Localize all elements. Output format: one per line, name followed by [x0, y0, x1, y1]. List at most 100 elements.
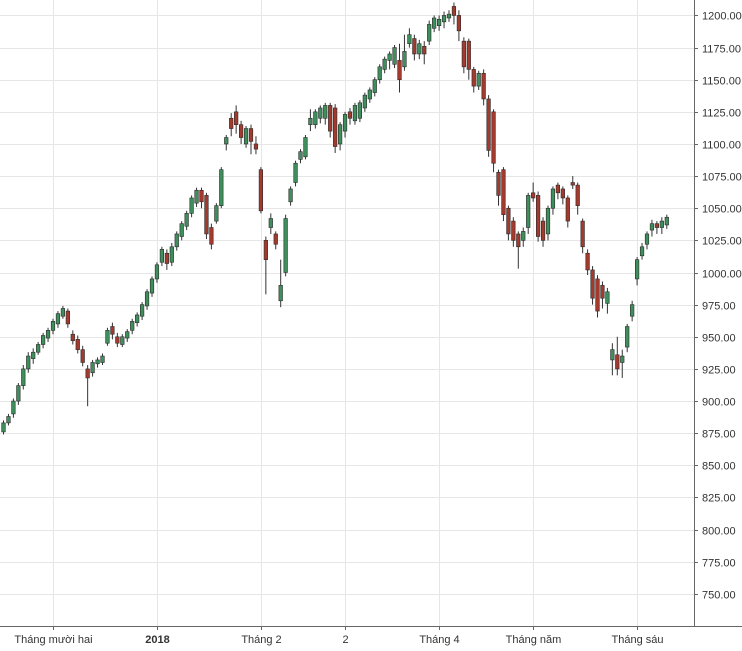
y-tick-label: 1175.00: [702, 44, 741, 56]
candle-body-down: [481, 72, 486, 100]
candle-body-down: [412, 38, 417, 55]
candle: [209, 223, 214, 250]
candle: [535, 191, 541, 242]
y-tick-label: 875.00: [702, 429, 736, 441]
candle-body-up: [268, 218, 273, 228]
candle-body-down: [209, 227, 214, 245]
candle-body-up: [372, 79, 377, 93]
y-tick-label: 950.00: [702, 333, 736, 345]
candle-body-up: [476, 72, 481, 87]
candle-body-down: [531, 192, 536, 199]
candle-body-up: [16, 385, 21, 402]
candle: [258, 167, 264, 214]
y-tick-label: 975.00: [702, 301, 736, 313]
candle: [580, 218, 585, 254]
candle-body-down: [615, 354, 620, 370]
candle-body-down: [654, 223, 659, 228]
candle-body-down: [501, 169, 506, 215]
candle: [491, 109, 496, 173]
candle-body-down: [347, 111, 353, 119]
candle-body-up: [446, 13, 452, 19]
candle-body-up: [526, 195, 531, 228]
candle: [1, 420, 6, 435]
candle: [526, 192, 531, 234]
candle: [65, 308, 70, 328]
candle: [367, 87, 372, 103]
candle: [318, 105, 323, 124]
candle: [159, 246, 165, 267]
candle: [184, 210, 189, 231]
candle: [303, 134, 308, 160]
y-tick-label: 1125.00: [702, 108, 741, 120]
candle: [357, 100, 363, 123]
candle: [21, 365, 26, 390]
candle: [45, 327, 51, 342]
candle-body-up: [323, 105, 328, 119]
candle: [75, 335, 80, 354]
candle: [120, 334, 125, 348]
candle: [496, 169, 501, 206]
candle-body-up: [387, 53, 392, 61]
candle: [585, 249, 590, 276]
candle-body-up: [382, 58, 387, 70]
candle: [115, 332, 120, 348]
candle-body-up: [417, 43, 422, 55]
candle-body-down: [491, 111, 496, 164]
candle: [337, 122, 343, 151]
axes: [0, 0, 742, 630]
candle: [516, 231, 521, 269]
candle-body-down: [333, 107, 338, 147]
candle: [224, 134, 229, 151]
candle: [70, 330, 75, 345]
candle-body-up: [313, 111, 318, 125]
candle: [283, 214, 288, 277]
candle-body-down: [451, 6, 457, 16]
x-tick-label: 2018: [145, 634, 169, 646]
candle-body-up: [55, 313, 61, 325]
candle-body-down: [115, 336, 120, 344]
candle-body-down: [204, 195, 209, 235]
candle-body-up: [149, 278, 155, 294]
candle-body-up: [105, 330, 110, 344]
candle: [204, 192, 209, 240]
y-tick-label: 1100.00: [702, 140, 741, 152]
candle: [486, 95, 491, 157]
candle: [466, 38, 471, 80]
candle: [664, 214, 669, 229]
candle: [253, 136, 259, 155]
candle-body-up: [625, 326, 630, 348]
candle-body-up: [125, 331, 130, 339]
candle: [461, 37, 466, 74]
candle: [328, 102, 333, 138]
candle: [521, 227, 526, 247]
candle: [268, 213, 273, 234]
candle: [90, 359, 95, 377]
candle: [634, 257, 640, 286]
y-tick-label: 900.00: [702, 397, 736, 409]
candle-body-up: [367, 89, 372, 100]
candle-body-up: [144, 291, 150, 307]
candle: [85, 365, 90, 407]
candle-body-up: [140, 304, 145, 317]
candle: [50, 318, 56, 335]
candle: [11, 398, 16, 418]
candle: [630, 300, 635, 322]
y-tick-label: 1050.00: [702, 204, 742, 216]
candle: [397, 43, 402, 93]
candle: [372, 77, 377, 97]
candle-body-up: [31, 351, 36, 359]
candle: [144, 289, 150, 310]
candle-body-down: [199, 189, 204, 203]
candle: [639, 242, 645, 260]
candle-body-up: [392, 47, 397, 65]
candle-body-up: [21, 368, 26, 386]
candle: [352, 102, 358, 125]
candle: [239, 120, 244, 144]
candle-body-up: [545, 207, 551, 235]
candle: [476, 70, 481, 90]
candle: [649, 219, 655, 237]
candle: [347, 107, 353, 125]
candle-body-up: [130, 321, 135, 331]
candle-body-up: [432, 17, 437, 29]
candle-body-down: [575, 184, 580, 206]
